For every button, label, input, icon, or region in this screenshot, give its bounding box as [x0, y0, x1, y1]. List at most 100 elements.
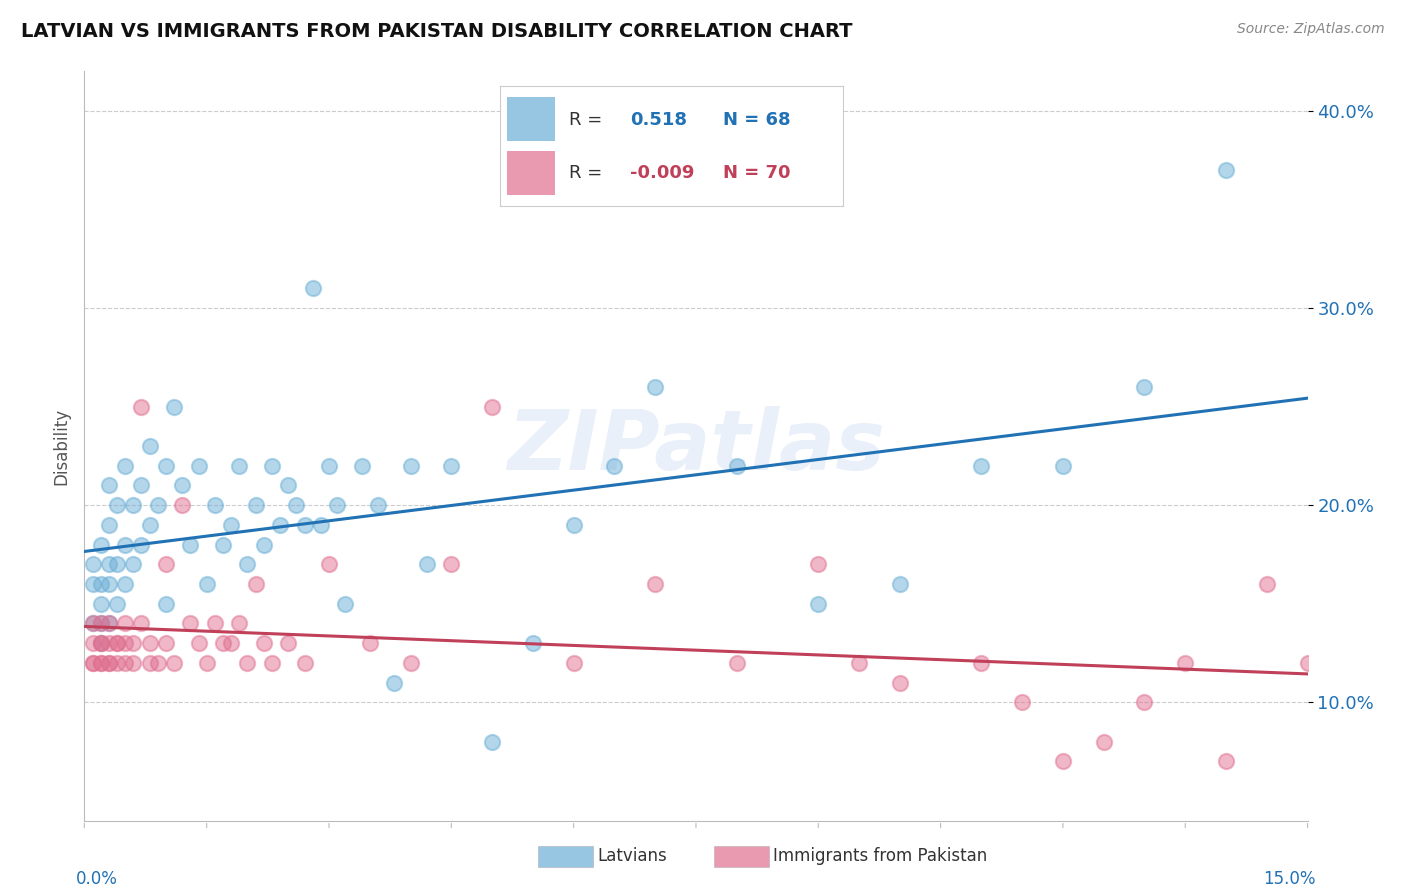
Point — [889, 577, 911, 591]
Point — [138, 439, 160, 453]
Point — [644, 577, 666, 591]
Point — [603, 458, 626, 473]
Point — [807, 558, 830, 572]
Point — [848, 656, 870, 670]
Point — [90, 597, 112, 611]
Point — [1092, 735, 1115, 749]
Point — [172, 478, 194, 492]
Point — [889, 675, 911, 690]
Point — [236, 656, 259, 670]
Point — [138, 656, 160, 670]
Point — [1174, 656, 1197, 670]
Point — [245, 498, 267, 512]
Point — [1011, 695, 1033, 709]
Point — [138, 636, 160, 650]
Point — [359, 636, 381, 650]
Point — [1337, 656, 1360, 670]
Text: ZIPatlas: ZIPatlas — [508, 406, 884, 486]
Point — [172, 498, 194, 512]
Point — [82, 636, 104, 650]
Point — [285, 498, 308, 512]
Point — [138, 517, 160, 532]
Point — [644, 380, 666, 394]
Point — [90, 616, 112, 631]
Point — [82, 558, 104, 572]
Point — [155, 636, 177, 650]
Point — [105, 636, 128, 650]
Text: 15.0%: 15.0% — [1263, 870, 1316, 888]
Point — [90, 538, 112, 552]
Point — [253, 636, 276, 650]
Point — [253, 538, 276, 552]
Point — [440, 458, 463, 473]
Point — [90, 577, 112, 591]
Point — [1052, 458, 1074, 473]
Point — [105, 558, 128, 572]
Point — [195, 577, 218, 591]
Point — [269, 517, 291, 532]
Point — [131, 616, 153, 631]
Point — [318, 558, 340, 572]
Point — [187, 458, 209, 473]
Point — [131, 400, 153, 414]
Point — [105, 498, 128, 512]
Point — [90, 636, 112, 650]
Point — [90, 636, 112, 650]
Point — [82, 656, 104, 670]
Point — [1133, 695, 1156, 709]
Point — [155, 558, 177, 572]
Point — [1256, 577, 1278, 591]
Point — [105, 656, 128, 670]
Point — [294, 517, 316, 532]
Point — [1215, 163, 1237, 178]
Point — [82, 616, 104, 631]
Point — [114, 577, 136, 591]
Point — [399, 458, 422, 473]
Point — [416, 558, 439, 572]
Point — [82, 656, 104, 670]
Point — [122, 636, 145, 650]
Point — [326, 498, 349, 512]
Point — [522, 636, 544, 650]
Point — [725, 458, 748, 473]
Point — [90, 656, 112, 670]
Point — [807, 597, 830, 611]
Point — [97, 577, 120, 591]
Point — [219, 517, 242, 532]
Point — [105, 597, 128, 611]
Text: Latvians: Latvians — [598, 847, 668, 865]
Point — [97, 558, 120, 572]
Point — [1215, 755, 1237, 769]
Point — [277, 636, 299, 650]
Point — [228, 458, 250, 473]
Point — [725, 656, 748, 670]
Point — [260, 656, 283, 670]
Point — [97, 656, 120, 670]
Point — [219, 636, 242, 650]
Point — [1296, 656, 1319, 670]
Point — [97, 478, 120, 492]
Point — [179, 538, 201, 552]
Point — [114, 616, 136, 631]
Point — [97, 517, 120, 532]
Point — [440, 558, 463, 572]
Point — [122, 498, 145, 512]
Text: Source: ZipAtlas.com: Source: ZipAtlas.com — [1237, 22, 1385, 37]
Point — [155, 458, 177, 473]
Point — [114, 538, 136, 552]
Point — [97, 616, 120, 631]
Point — [294, 656, 316, 670]
Point — [245, 577, 267, 591]
Point — [131, 478, 153, 492]
Point — [97, 616, 120, 631]
Y-axis label: Disability: Disability — [52, 408, 70, 484]
Point — [97, 656, 120, 670]
Point — [90, 656, 112, 670]
Point — [970, 458, 993, 473]
Point — [90, 636, 112, 650]
Point — [179, 616, 201, 631]
Point — [335, 597, 357, 611]
Point — [163, 656, 186, 670]
Point — [1378, 675, 1400, 690]
Point — [122, 558, 145, 572]
